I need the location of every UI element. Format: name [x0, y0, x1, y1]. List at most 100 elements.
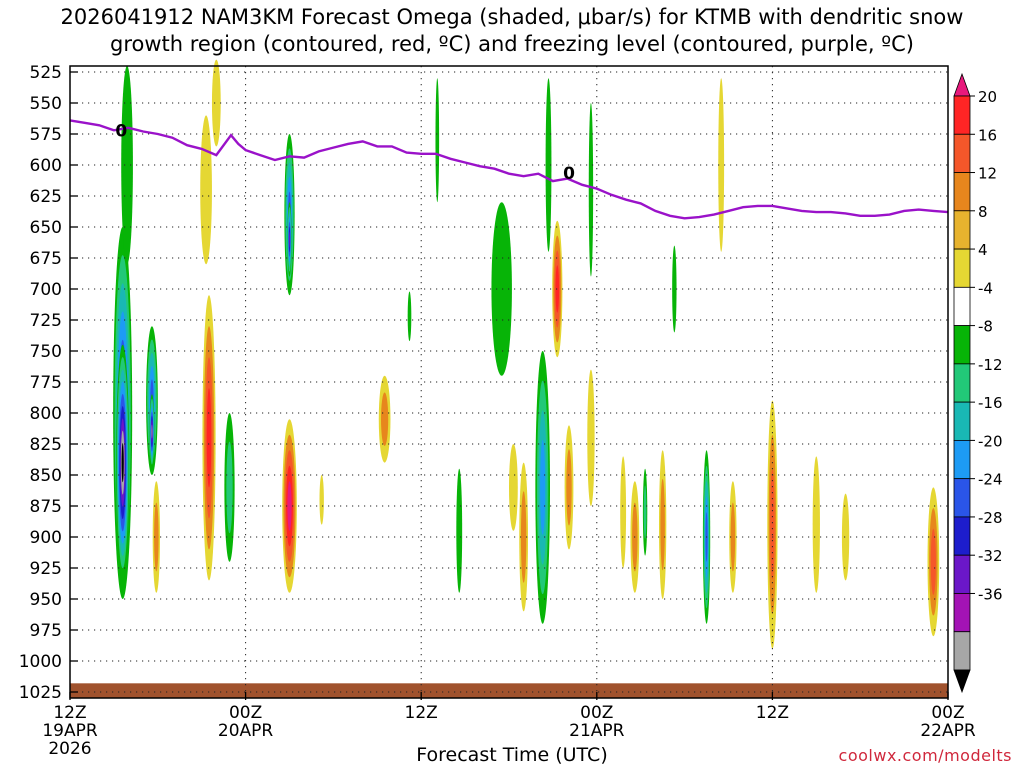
- x-tick-label: 2026: [48, 739, 91, 759]
- omega-cell: [151, 424, 153, 439]
- y-axis: 525 550 575 600 625 650 675 700 725 750 775 800 825 8…: [19, 63, 78, 703]
- omega-cell: [841, 493, 850, 581]
- chart-title: 2026041912 NAM3KM Forecast Omega (shaded…: [0, 4, 1024, 58]
- y-tick-label: 1000: [19, 652, 62, 672]
- x-tick-label: 12Z: [405, 703, 438, 723]
- omega-cell: [289, 231, 290, 248]
- y-tick-label: 600: [30, 156, 62, 176]
- omega-cell: [520, 491, 527, 583]
- colorbar-segment: [953, 95, 971, 135]
- y-tick-label: 950: [30, 590, 62, 610]
- colorbar-segment: [953, 210, 971, 250]
- colorbar-segment: [953, 72, 971, 97]
- colorbar-segment: [953, 363, 971, 403]
- y-tick-label: 925: [30, 559, 62, 579]
- omega-cell: [930, 528, 936, 595]
- omega-cell: [381, 392, 389, 446]
- colorbar-segment: [953, 172, 971, 212]
- colorbar: 20 16 12 8 4 -4 -8 -12 -16 -20 -24 -28 -32 -36: [953, 72, 1003, 694]
- colorbar-segment: [953, 133, 971, 173]
- omega-cell: [319, 475, 324, 525]
- colorbar-segment: [953, 401, 971, 441]
- y-tick-label: 775: [30, 373, 62, 393]
- omega-cell: [620, 456, 627, 568]
- chart-title-line2: growth region (contoured, red, ºC) and f…: [110, 32, 914, 56]
- y-tick-label: 675: [30, 249, 62, 269]
- colorbar-label: 20: [978, 88, 997, 106]
- omega-cell: [206, 388, 212, 488]
- omega-cell: [545, 78, 552, 252]
- colorbar-label: -36: [978, 585, 1003, 603]
- colorbar-label: -4: [978, 279, 993, 297]
- omega-cell: [226, 441, 233, 534]
- colorbar-label: -16: [978, 394, 1003, 412]
- colorbar-label: -28: [978, 509, 1003, 527]
- colorbar-segment: [953, 516, 971, 556]
- y-tick-label: 650: [30, 218, 62, 238]
- y-tick-label: 800: [30, 404, 62, 424]
- colorbar-segment: [953, 478, 971, 518]
- x-tick-label: 19APR: [42, 721, 98, 741]
- omega-cell: [540, 439, 546, 535]
- omega-cell: [407, 291, 412, 342]
- x-tick-label: 21APR: [569, 721, 625, 741]
- colorbar-segment: [953, 439, 971, 480]
- chart-title-line1: 2026041912 NAM3KM Forecast Omega (shaded…: [60, 5, 964, 29]
- x-axis-label: Forecast Time (UTC): [416, 744, 608, 766]
- colorbar-segment: [953, 286, 971, 327]
- omega-cell: [718, 78, 725, 252]
- colorbar-label: 8: [978, 203, 988, 221]
- y-tick-label: 625: [30, 187, 62, 207]
- y-tick-label: 1025: [19, 683, 62, 703]
- colorbar-label: -24: [978, 471, 1003, 489]
- colorbar-segment: [953, 669, 971, 694]
- x-tick-label: 22APR: [920, 721, 976, 741]
- y-tick-label: 825: [30, 435, 62, 455]
- x-tick-label: 00Z: [229, 703, 262, 723]
- freezing-level-line: [69, 119, 949, 220]
- omega-cell: [456, 468, 463, 593]
- colorbar-label: -20: [978, 432, 1003, 450]
- omega-cell: [812, 456, 820, 593]
- omega-cell: [770, 469, 775, 580]
- omega-cell: [435, 78, 440, 203]
- colorbar-label: 16: [978, 126, 997, 144]
- colorbar-label: -8: [978, 318, 993, 336]
- omega-cell: [121, 65, 133, 265]
- colorbar-segment: [953, 631, 971, 671]
- dotted-grid: [69, 66, 949, 693]
- y-tick-label: 850: [30, 466, 62, 486]
- omega-cell: [509, 444, 518, 531]
- x-tick-label: 00Z: [580, 703, 613, 723]
- freezing-level-label: 0: [563, 164, 575, 184]
- omega-cell: [730, 502, 736, 572]
- omega-cell: [587, 369, 595, 506]
- y-tick-label: 900: [30, 528, 62, 548]
- colorbar-label: -32: [978, 547, 1003, 565]
- omega-cell: [211, 59, 221, 147]
- credit-text: coolwx.com/modelts: [838, 746, 1012, 765]
- omega-cell: [121, 442, 124, 483]
- omega-cell: [660, 478, 665, 571]
- omega-cell: [200, 115, 212, 265]
- y-tick-label: 525: [30, 63, 62, 83]
- colorbar-label: 4: [978, 241, 988, 259]
- omega-cell: [643, 485, 647, 539]
- omega-cell: [672, 245, 677, 333]
- omega-cell: [566, 449, 572, 526]
- y-tick-label: 750: [30, 342, 62, 362]
- colorbar-label: -12: [978, 356, 1003, 374]
- omega-cell: [588, 103, 594, 277]
- freezing-level-label: 0: [115, 121, 127, 141]
- omega-cell: [154, 502, 159, 572]
- y-tick-label: 550: [30, 94, 62, 114]
- y-tick-label: 725: [30, 311, 62, 331]
- y-tick-label: 700: [30, 280, 62, 300]
- colorbar-label: 12: [978, 165, 997, 183]
- omega-cell: [491, 202, 512, 376]
- omega-cell: [555, 265, 560, 313]
- omega-shading: [113, 59, 940, 649]
- x-tick-label: 00Z: [931, 703, 964, 723]
